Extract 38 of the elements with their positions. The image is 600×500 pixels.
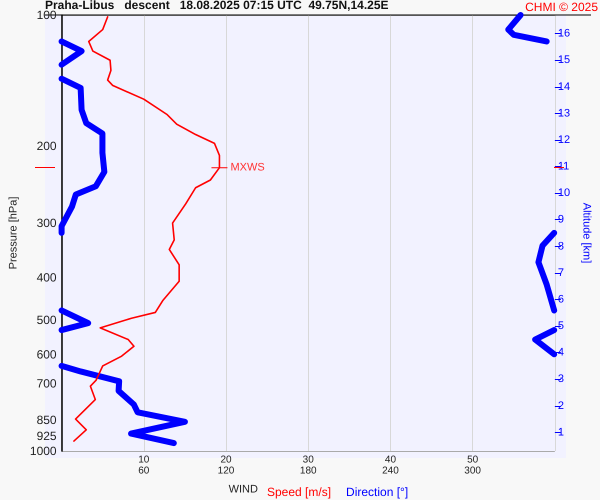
x-tick-label: 30	[302, 454, 314, 466]
y2-tick-label: 13	[558, 107, 570, 120]
y-tick-label: 400	[36, 270, 57, 284]
text: Direction [°]	[346, 485, 408, 499]
y2-tick-label: 12	[558, 134, 570, 146]
y-tick-label: 925	[36, 429, 57, 444]
y-tick-label: 700	[36, 376, 57, 390]
y2-tick-label: 16	[558, 28, 570, 40]
y-axis-title: Pressure [hPa]	[8, 196, 20, 270]
y2-tick-label: 10	[558, 187, 570, 200]
x-tick-label: 10	[138, 454, 150, 466]
y-tick-label: 200	[36, 139, 57, 154]
x2-tick-label: 240	[382, 466, 400, 476]
x-tick-label: 50	[467, 454, 479, 466]
x2-tick-label: 120	[218, 466, 235, 476]
x-axis-title: WIND	[228, 484, 258, 496]
text: CHMI © 2025	[525, 0, 598, 14]
y-tick-label: 1000	[30, 444, 57, 458]
y2-tick-label: 7	[558, 266, 564, 279]
x-tick-label: 20	[220, 454, 232, 466]
y-tick-label: 500	[36, 312, 57, 327]
y2-tick-label: 11	[558, 160, 570, 173]
y2-axis-title: Altitude [km]	[580, 202, 592, 264]
x-tick-label: 40	[384, 454, 396, 466]
y2-tick-label: 5	[558, 320, 564, 332]
y-tick-label: 600	[36, 347, 57, 362]
x2-tick-label: 60	[138, 466, 150, 476]
y2-tick-label: 3	[558, 373, 564, 386]
y2-tick-label: 1	[558, 426, 564, 438]
y-tick-label: 300	[36, 216, 57, 230]
y-tick-label: 850	[36, 413, 57, 428]
y2-tick-label: 14	[558, 80, 570, 93]
y2-tick-label: 2	[558, 400, 564, 412]
y2-tick-label: 15	[558, 54, 570, 66]
annotation: MXWS	[230, 162, 265, 174]
x2-tick-label: 180	[300, 466, 318, 476]
text: Speed [m/s]	[267, 485, 332, 499]
x2-tick-label: 300	[464, 466, 482, 476]
